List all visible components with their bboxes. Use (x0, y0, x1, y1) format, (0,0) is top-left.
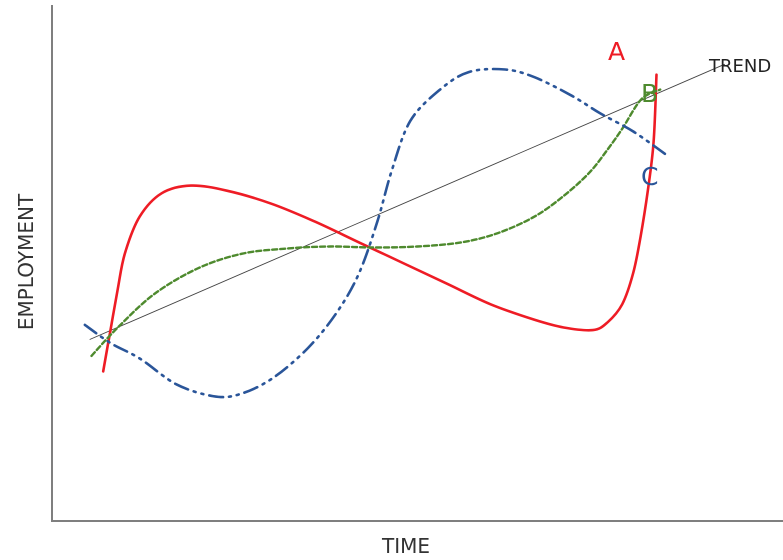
plot-area (51, 5, 783, 522)
series-line-c (83, 67, 668, 399)
series-label-a: A (608, 37, 625, 66)
series-line-a (101, 73, 658, 373)
series-layer (83, 63, 725, 399)
series-label-trend: TREND (708, 56, 771, 77)
x-axis-title: TIME (381, 534, 430, 558)
y-axis-title: EMPLOYMENT (14, 193, 38, 330)
series-label-c: C (641, 162, 658, 191)
series-labels: A B C TREND (608, 37, 771, 191)
series-line-trend (89, 63, 725, 340)
series-line-b (90, 88, 662, 358)
series-label-b: B (641, 79, 658, 108)
